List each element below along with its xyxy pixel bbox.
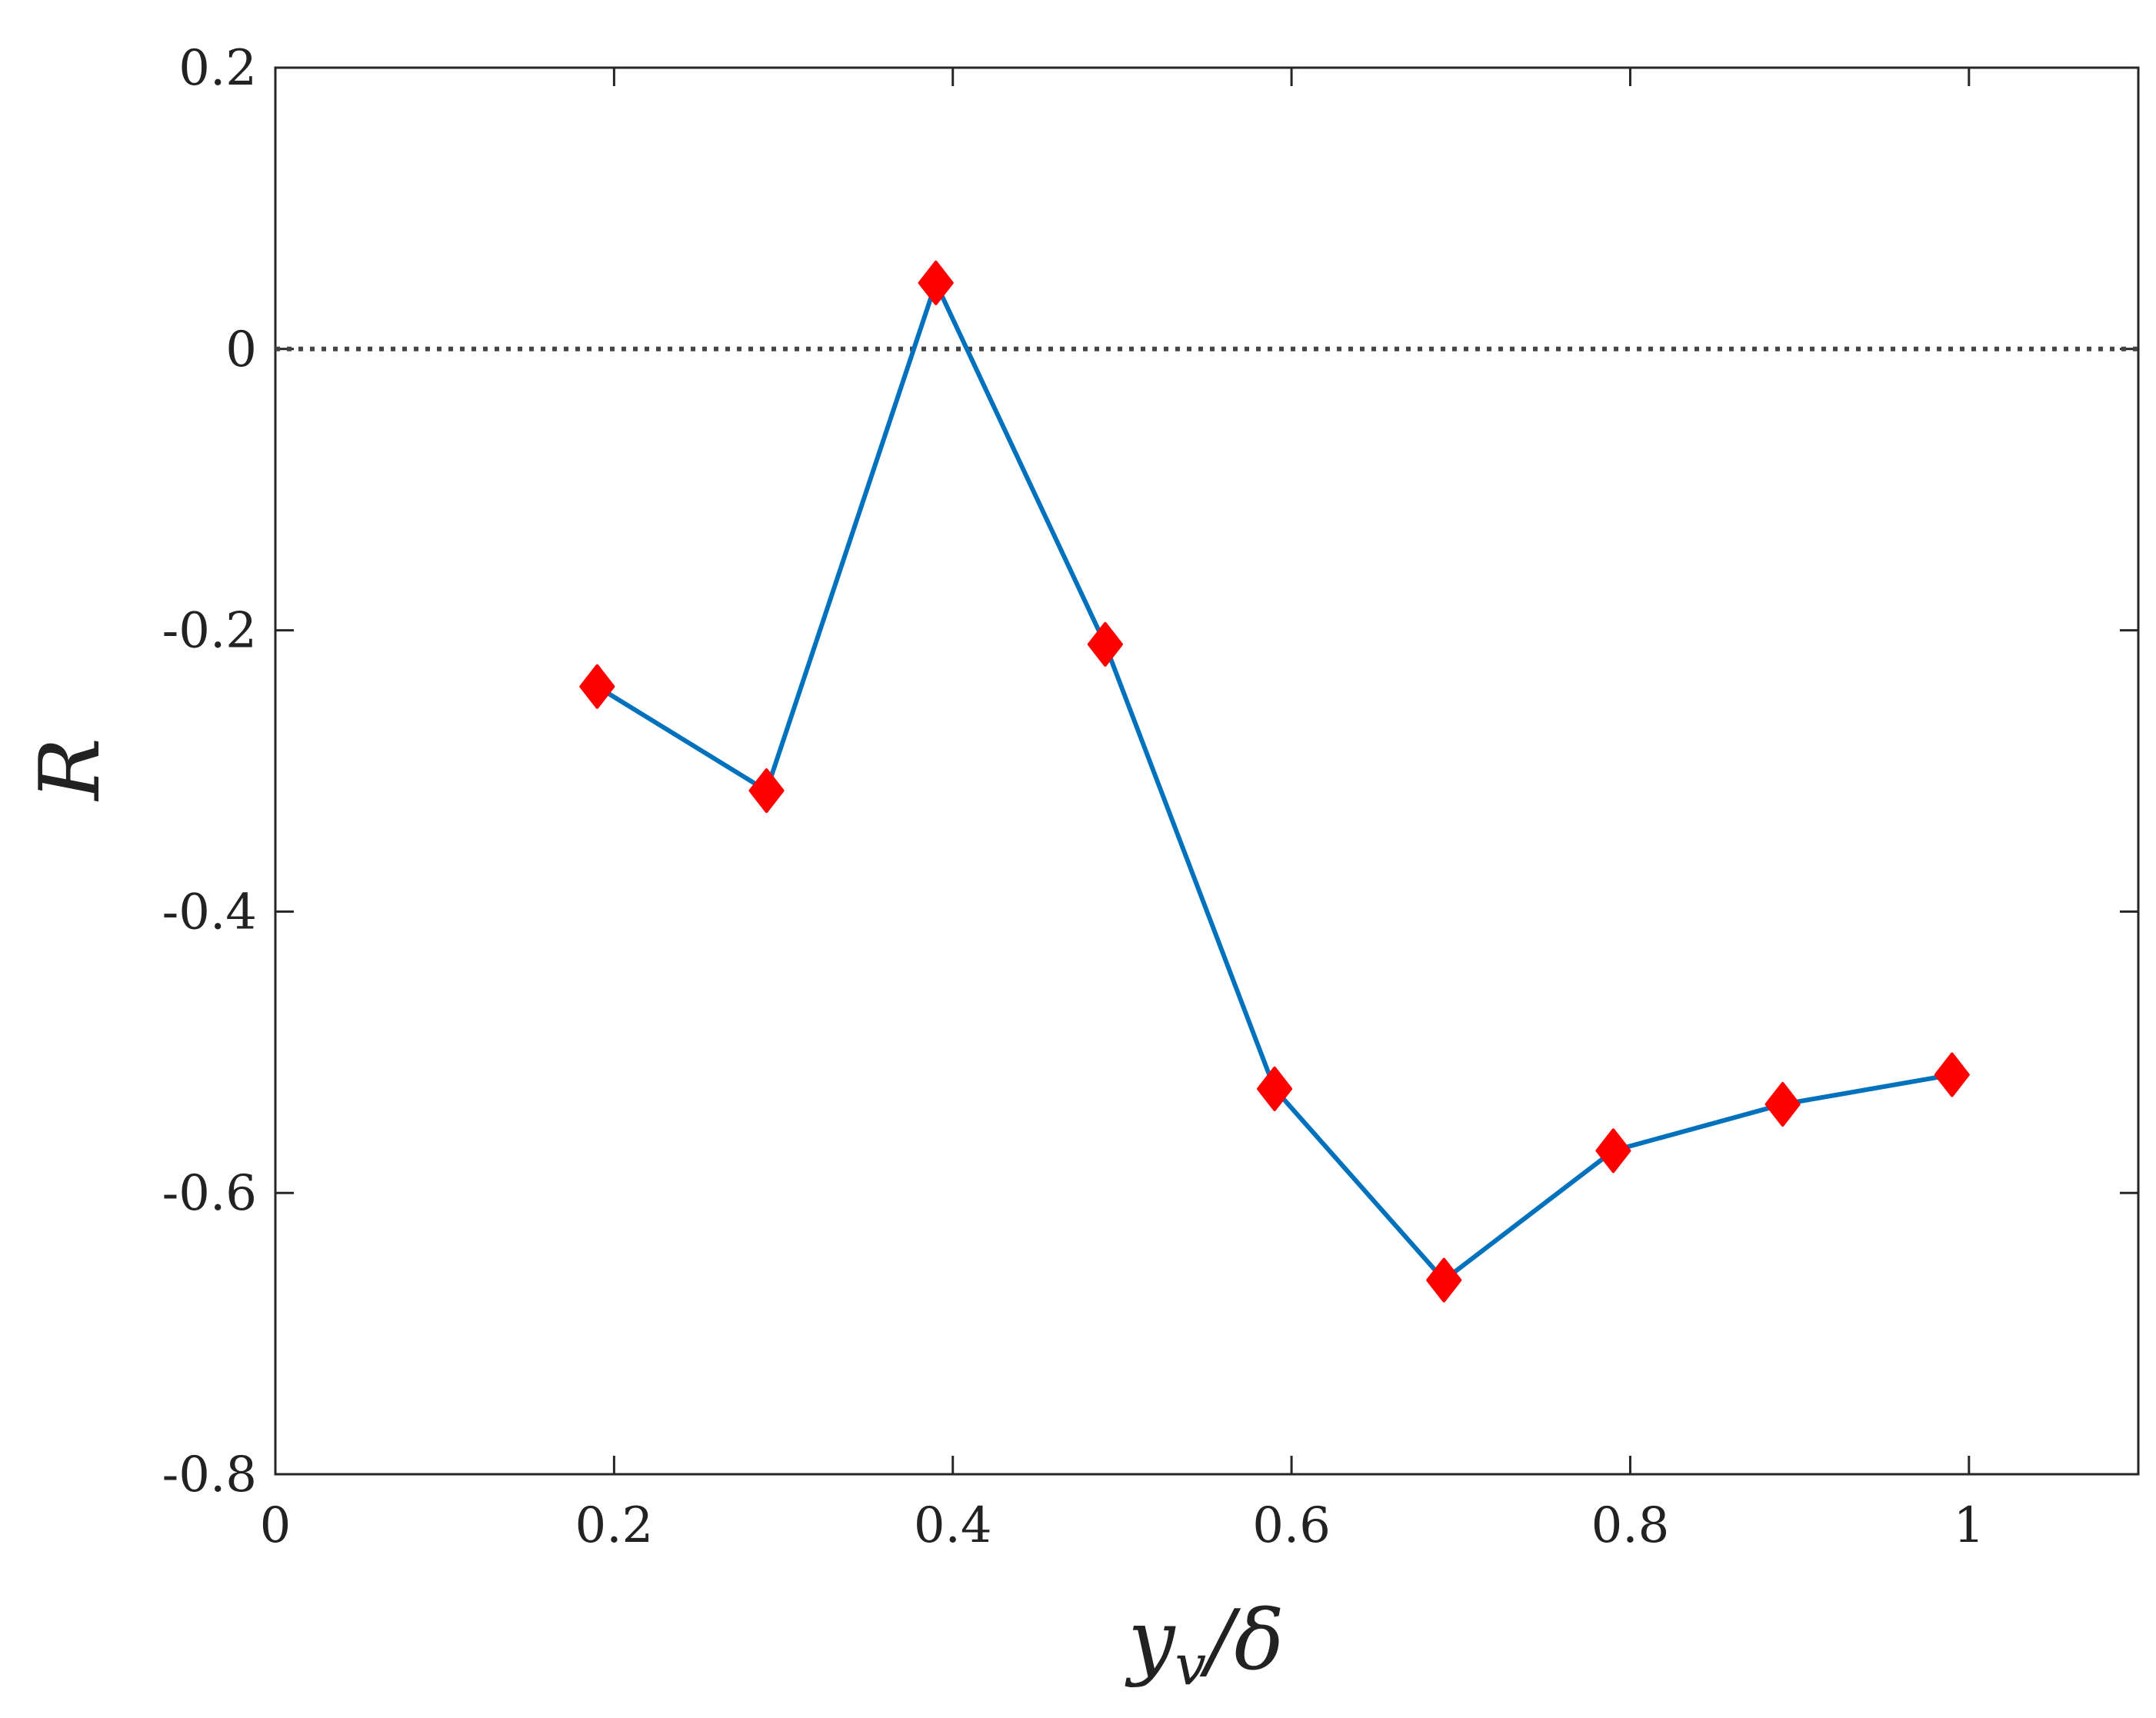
data-point-marker bbox=[748, 768, 785, 814]
plot-frame bbox=[274, 66, 2140, 1476]
x-tick-label: 1 bbox=[1953, 1497, 1984, 1554]
x-tick-label: 0.2 bbox=[575, 1497, 653, 1554]
y-tick-label: -0.4 bbox=[162, 884, 257, 941]
data-point-marker bbox=[1257, 1066, 1293, 1111]
data-markers bbox=[579, 260, 1970, 1303]
y-axis-label: R bbox=[22, 737, 118, 801]
x-tick-label: 0.6 bbox=[1252, 1497, 1331, 1554]
x-tick-label: 0 bbox=[260, 1497, 292, 1554]
x-axis-ticks: 0 0.2 0.4 0.6 0.8 1 bbox=[260, 68, 1984, 1554]
x-tick-label: 0.4 bbox=[914, 1497, 992, 1554]
y-axis-ticks: -0.8 -0.6 -0.4 -0.2 0 0.2 bbox=[162, 40, 2138, 1503]
y-tick-label: -0.2 bbox=[162, 603, 257, 660]
x-axis-label: yv/δ bbox=[1124, 1593, 1284, 1697]
data-point-marker bbox=[579, 664, 615, 709]
y-tick-label: -0.8 bbox=[162, 1447, 257, 1503]
y-tick-label: 0.2 bbox=[178, 40, 257, 97]
data-point-marker bbox=[1764, 1081, 1801, 1127]
data-point-marker bbox=[1087, 621, 1123, 667]
data-point-marker bbox=[918, 260, 954, 305]
y-tick-label: -0.6 bbox=[162, 1165, 257, 1222]
data-point-marker bbox=[1426, 1257, 1462, 1303]
data-point-marker bbox=[1595, 1128, 1631, 1174]
x-tick-label: 0.8 bbox=[1591, 1497, 1670, 1554]
data-point-marker bbox=[1934, 1052, 1970, 1097]
y-tick-label: 0 bbox=[225, 321, 257, 378]
